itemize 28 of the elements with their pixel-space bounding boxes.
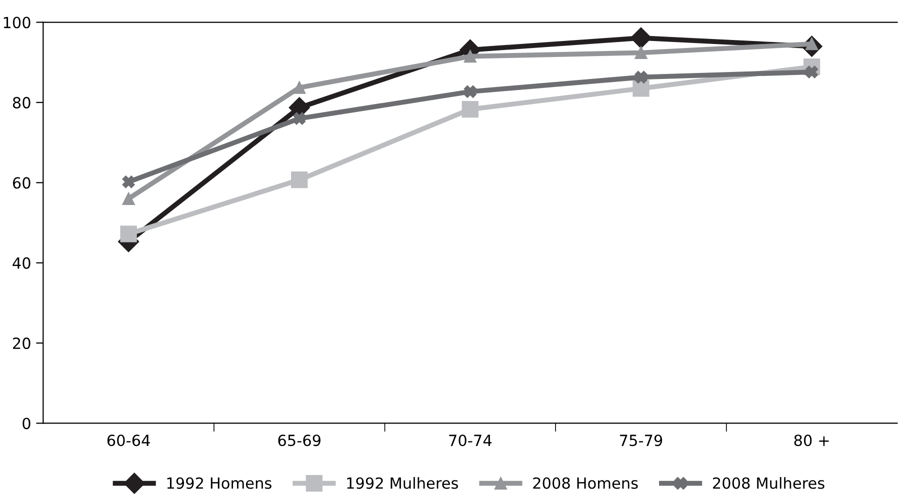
x-tick-label: 65-69 [278,434,320,446]
point [630,27,652,48]
point [634,46,648,59]
y-tick-label: 40 [12,257,30,269]
y-tick-label: 60 [12,177,30,189]
legend-label: 1992 Homens [167,477,272,489]
y-tick-label: 20 [13,338,30,350]
y-tick-label: 80 [12,96,30,108]
x-tick-label: 80 + [794,434,829,446]
legend-label: 1992 Mulheres [347,477,458,489]
legend-label: 2008 Mulheres [713,477,824,489]
point [634,70,648,84]
x-tick-label: 60-64 [107,434,150,446]
y-tick-label: 100 [4,16,30,28]
x-tick-label: 75-79 [620,434,662,446]
point [464,50,476,63]
point [632,80,650,97]
point [122,192,135,205]
point [293,112,306,125]
point [291,172,308,188]
point [462,100,479,118]
point [120,226,137,242]
point [293,81,306,94]
y-tick-label: 0 [22,418,30,430]
legend-label: 2008 Homens [533,477,638,489]
point [122,176,135,188]
point [464,85,476,98]
x-tick-label: 70-74 [449,434,492,446]
